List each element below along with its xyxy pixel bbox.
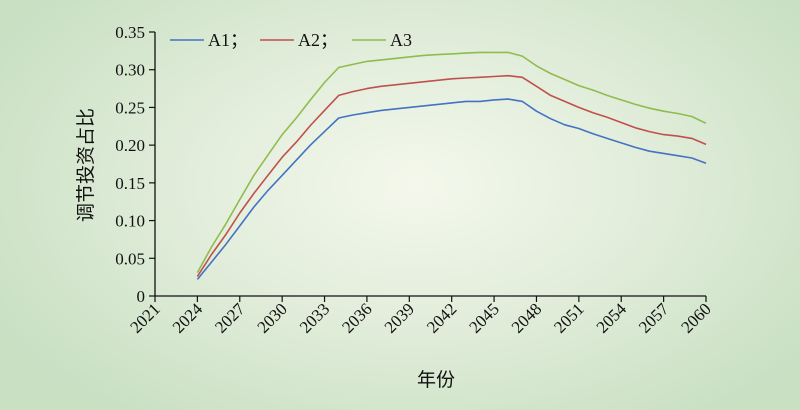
legend-label-2: A2；: [298, 30, 338, 50]
x-tick-label: 2051: [550, 299, 587, 336]
legend-label-1: A1；: [208, 30, 248, 50]
series-line-1: [196, 98, 707, 280]
x-tick-label: 2042: [423, 299, 460, 336]
series-line-2: [196, 74, 707, 277]
x-tick-label: 2027: [211, 299, 249, 337]
axes: 0 0.05 0.10 0.15 0.20 0.25 0.30 0.35 2021 2024 202…: [115, 23, 715, 337]
y-tick-label: 0.30: [115, 61, 145, 80]
y-tick-label: 0: [137, 287, 146, 306]
x-tick-label: 2045: [465, 299, 502, 336]
series-layer: [196, 51, 707, 280]
y-tick-label: 0.15: [115, 174, 145, 193]
y-axis-title: 调节投资占比: [75, 108, 97, 222]
x-tick-label: 2021: [126, 299, 163, 336]
x-tick-label: 2054: [593, 299, 631, 337]
y-tick-label: 0.10: [115, 212, 145, 231]
legend: A1； A2； A3: [170, 30, 412, 50]
y-tick-label: 0.05: [115, 249, 145, 268]
series-line-3: [196, 51, 707, 273]
x-tick-label: 2036: [338, 299, 375, 336]
y-tick-label: 0.25: [115, 98, 145, 117]
x-axis-title: 年份: [417, 369, 455, 391]
x-tick-label: 2030: [254, 299, 291, 336]
x-tick-label: 2048: [508, 299, 545, 336]
x-tick-label: 2057: [635, 299, 673, 337]
x-tick-label: 2024: [169, 299, 207, 337]
y-tick-label: 0.20: [115, 136, 145, 155]
y-tick-label: 0.35: [115, 23, 145, 42]
x-tick-label: 2033: [296, 299, 333, 336]
x-tick-label: 2039: [381, 299, 418, 336]
x-tick-label: 2060: [677, 299, 714, 336]
legend-label-3: A3: [390, 30, 412, 50]
